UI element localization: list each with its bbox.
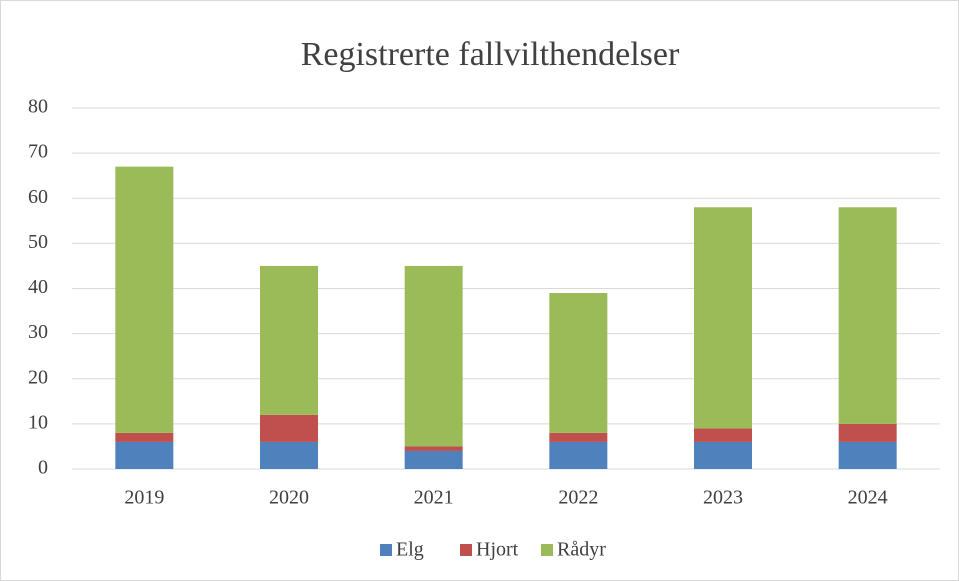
legend-swatch — [380, 544, 392, 556]
bar-segment — [549, 432, 608, 442]
bar-segment — [549, 441, 608, 469]
x-tick-label: 2021 — [414, 487, 454, 509]
y-tick-label: 70 — [28, 141, 48, 163]
bar-segment — [115, 432, 174, 442]
x-tick-label: 2024 — [848, 487, 888, 509]
bar-segment — [838, 423, 897, 442]
bar-segment — [260, 265, 318, 415]
bar-segment — [404, 450, 463, 469]
y-tick-label: 10 — [28, 411, 48, 433]
legend-label: Hjort — [476, 539, 519, 561]
bar-segment — [404, 446, 463, 451]
bar-segment — [838, 207, 897, 424]
y-tick-label: 30 — [28, 321, 48, 343]
bar-segment — [694, 428, 752, 442]
y-tick-label: 0 — [38, 457, 48, 479]
bar-segment — [404, 265, 463, 447]
legend-swatch — [460, 544, 472, 556]
chart-title: Registrerte fallvilthendelser — [301, 36, 680, 73]
bar-segment — [694, 207, 752, 429]
x-tick-label: 2020 — [269, 487, 309, 509]
y-tick-label: 80 — [28, 96, 48, 118]
legend-label: Rådyr — [557, 539, 606, 561]
bar-segment — [115, 166, 174, 433]
legend-label: Elg — [396, 539, 424, 561]
bar-segment — [838, 441, 897, 469]
bar-segment — [260, 441, 318, 469]
x-tick-label: 2019 — [124, 487, 164, 509]
y-tick-label: 50 — [28, 231, 48, 253]
bar-segment — [549, 293, 608, 433]
y-tick-label: 40 — [28, 276, 48, 298]
y-tick-label: 20 — [28, 366, 48, 388]
bar-segment — [260, 414, 318, 442]
x-tick-label: 2023 — [703, 487, 743, 509]
y-tick-label: 60 — [28, 186, 48, 208]
bar-segment — [694, 441, 752, 469]
legend-swatch — [541, 544, 553, 556]
x-tick-label: 2022 — [558, 487, 598, 509]
bar-segment — [115, 441, 174, 469]
